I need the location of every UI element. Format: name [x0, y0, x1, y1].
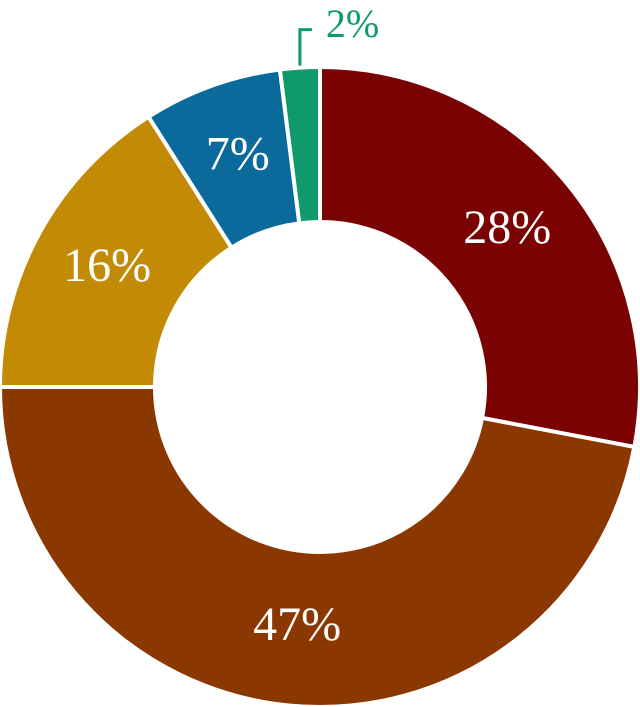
- value-label: 47%: [253, 598, 341, 651]
- value-label: 16%: [63, 239, 151, 292]
- leader-line: [298, 28, 312, 66]
- value-label: 2%: [326, 1, 379, 46]
- value-label: 28%: [463, 201, 551, 254]
- value-label: 7%: [206, 127, 270, 180]
- donut-slice: [277, 64, 322, 226]
- donut-slice: [0, 114, 235, 389]
- donut-slice: [0, 385, 637, 707]
- donut-slice: [318, 64, 640, 450]
